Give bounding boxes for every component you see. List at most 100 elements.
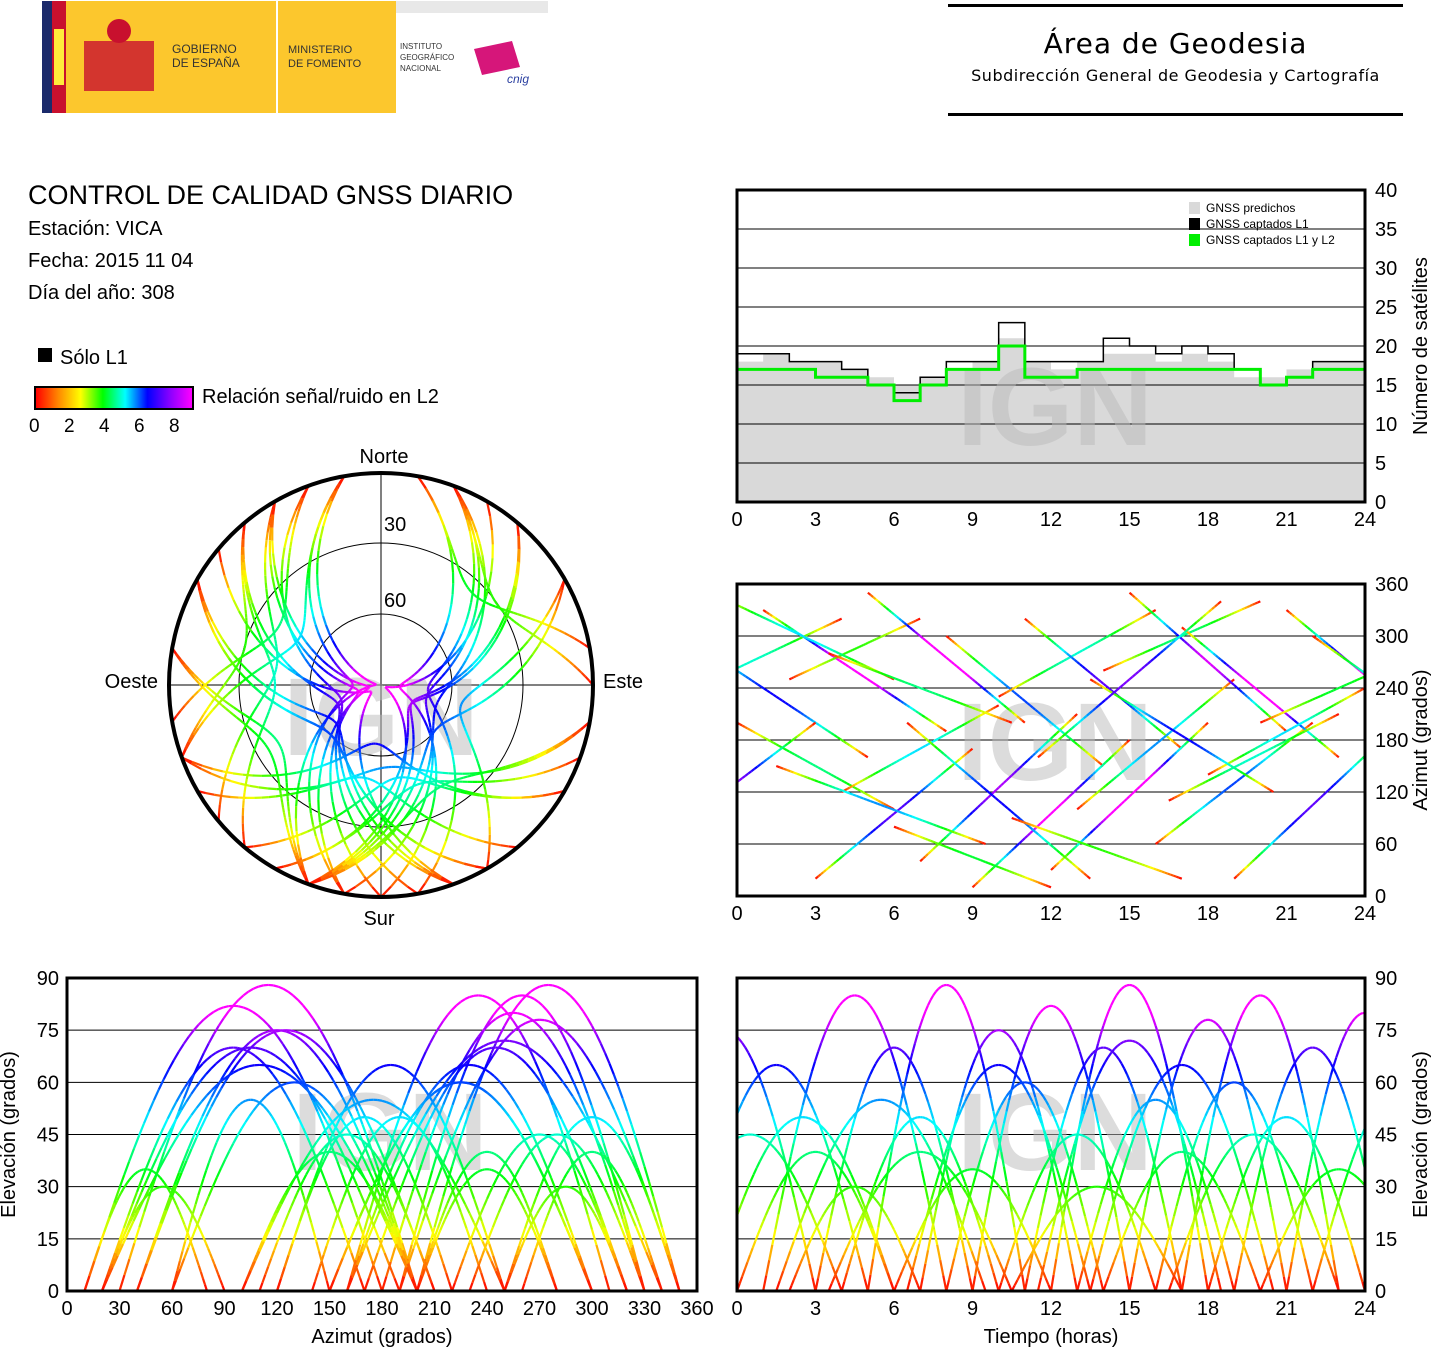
azimuth-track [842, 789, 847, 794]
skyplot-track [383, 780, 388, 785]
azimuth-track [1281, 740, 1286, 744]
azimuth-track [1272, 714, 1277, 718]
azimuth-track [821, 662, 825, 666]
azimuth-track [1081, 648, 1086, 652]
skyplot-track [508, 598, 515, 611]
azimuth-track [1002, 718, 1007, 722]
skyplot-track [359, 760, 364, 770]
skyplot-track [448, 604, 453, 615]
azimuth-track [1304, 728, 1309, 733]
skyplot-track [419, 697, 424, 701]
azimuth-track [1171, 796, 1175, 801]
skyplot-track [480, 564, 484, 569]
skyplot-track [452, 552, 456, 558]
skyplot-track [252, 674, 260, 682]
azimuth-track [814, 779, 819, 783]
azimuth-track [1238, 608, 1243, 612]
azimuth-track [817, 766, 822, 770]
snr-label: Relación señal/ruido en L2 [202, 386, 439, 408]
azimuth-track [1343, 697, 1348, 701]
skyplot-track [350, 778, 356, 786]
x-axis-label: Azimut (grados) [311, 1326, 452, 1348]
azimuth-track [1199, 782, 1204, 786]
azimuth-track [1199, 625, 1204, 629]
azimuth-track [866, 798, 871, 803]
skyplot-track [462, 579, 466, 583]
skyplot-track [364, 776, 368, 780]
y-tick-label: 180 [1375, 730, 1408, 752]
azimuth-track [1068, 837, 1072, 841]
azimuth-track [1147, 648, 1151, 653]
azimuth-track [789, 770, 795, 774]
skyplot-track [278, 623, 282, 627]
skyplot-track [271, 757, 275, 762]
azimuth-track [828, 772, 832, 776]
azimuth-track [823, 661, 827, 665]
skyplot-track [403, 683, 409, 687]
skyplot-track [510, 762, 517, 767]
azimuth-track [845, 790, 850, 795]
skyplot-track [197, 718, 202, 724]
azimuth-track [880, 803, 885, 808]
azimuth-track [789, 640, 794, 645]
skyplot-track [265, 594, 269, 601]
skyplot-track [282, 812, 286, 818]
azimuth-track [897, 626, 902, 630]
skyplot-track [460, 626, 466, 635]
skyplot-track [287, 811, 291, 818]
azimuth-track [783, 747, 788, 752]
skyplot-track [416, 801, 421, 807]
azimuth-track [774, 622, 779, 626]
legend-swatch [1189, 218, 1200, 230]
azimuth-track [1394, 663, 1397, 664]
azimuth-track [898, 678, 903, 683]
azimuth-track [850, 658, 855, 662]
skyplot-track [497, 605, 502, 610]
azimuth-track [1210, 621, 1214, 625]
azimuth-track [749, 659, 754, 663]
azimuth-track [1034, 825, 1038, 829]
azimuth-track [876, 636, 880, 640]
azimuth-track [1037, 881, 1041, 885]
skyplot-track [431, 499, 440, 514]
date: Fecha: 2015 11 04 [28, 250, 194, 272]
skyplot-track [414, 704, 420, 711]
azimuth-track [1121, 660, 1125, 664]
azimuth-track [1407, 657, 1410, 658]
skyplot-track [442, 771, 449, 775]
skyplot-track [426, 725, 431, 734]
azimuth-track [1210, 776, 1215, 780]
x-tick-label: 21 [1275, 509, 1297, 531]
azimuth-track [1215, 618, 1219, 622]
skyplot-track [292, 523, 297, 530]
skyplot-track [450, 810, 455, 821]
skyplot-track [424, 747, 428, 752]
azimuth-track [1079, 841, 1083, 845]
skyplot-track [452, 800, 456, 811]
skyplot-track [451, 583, 455, 595]
day-of-year: Día del año: 308 [28, 282, 175, 304]
y-tick-label: 360 [1375, 574, 1408, 596]
azimuth-track [1286, 708, 1290, 713]
azimuth-track [962, 703, 967, 707]
skyplot-track [264, 715, 269, 720]
skyplot-track [287, 663, 294, 671]
skyplot-track [444, 729, 449, 737]
azimuth-track [1264, 749, 1269, 753]
skyplot-track [282, 757, 286, 761]
azimuth-track [914, 833, 918, 837]
skyplot-track [433, 786, 437, 798]
skyplot-track [459, 715, 463, 719]
skyplot-track [330, 734, 334, 738]
skyplot-track [244, 583, 248, 592]
azimuth-track [1249, 603, 1253, 607]
azimuth-track [977, 714, 981, 718]
skyplot-track [279, 745, 283, 750]
skyplot-track [306, 680, 313, 686]
azimuth-track [995, 704, 1000, 708]
skyplot-track [408, 786, 413, 790]
azimuth-track [720, 675, 723, 676]
azimuth-track [819, 626, 824, 630]
skyplot-track [456, 563, 460, 568]
skyplot-track [290, 828, 294, 835]
